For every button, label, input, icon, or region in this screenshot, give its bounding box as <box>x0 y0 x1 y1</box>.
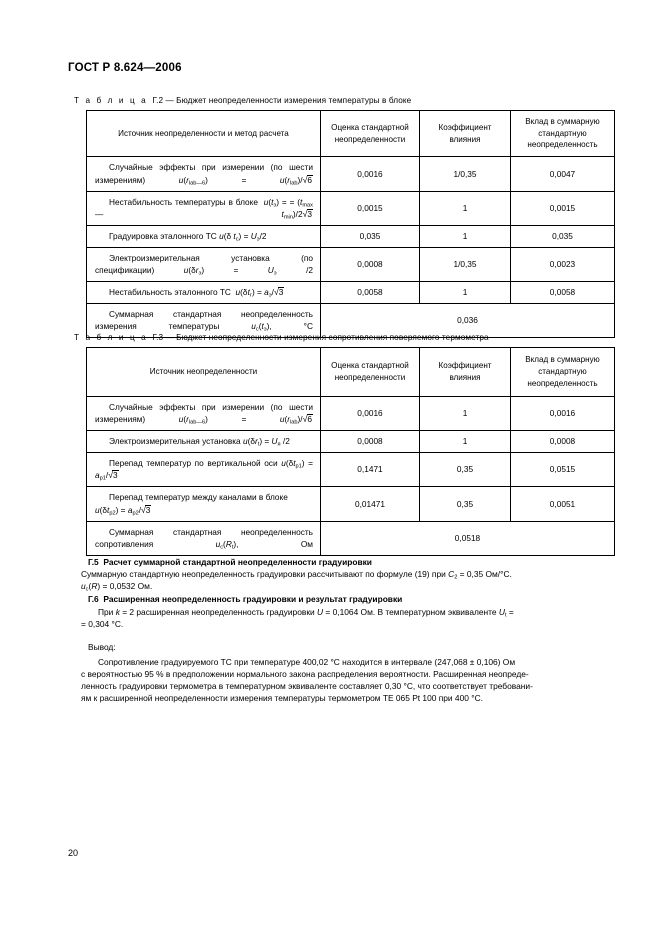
standard-header: ГОСТ Р 8.624—2006 <box>68 62 182 74</box>
table-g3-row2-estimate: 0,0008 <box>320 430 420 453</box>
table-g3-row2-coefficient: 1 <box>419 430 511 453</box>
table-g2-row1-contribution: 0,0047 <box>510 156 615 192</box>
table-g3-row3-contribution: 0,0515 <box>510 451 615 488</box>
table-row: Электроизмерительная установка (по специ… <box>86 246 615 282</box>
conclusion-line1-text: Сопротивление градуируемого ТС при темпе… <box>98 657 516 667</box>
table-g2-row3-source: Градуировка эталонного ТС u(δ tс) = Uэ/2 <box>86 225 321 248</box>
table-g3-row3-coefficient: 0,35 <box>419 451 511 488</box>
table-g3-row1-estimate: 0,0016 <box>320 395 420 432</box>
table-row: Случайные эффекты при измерении (по шест… <box>86 156 615 192</box>
table-row: Электроизмерительная установка u(δrt) = … <box>86 430 615 453</box>
table-g3-header-contribution: Вклад в суммарную стандартную неопределе… <box>510 347 615 397</box>
section-g5-heading: Г.5 Расчет суммарной стандартной неопред… <box>88 556 618 569</box>
table-g2-row2-source: Нестабильность температуры в блоке u(tэ)… <box>86 190 321 227</box>
table-g3-row1-source: Случайные эффекты при измерении (по шест… <box>86 395 321 432</box>
table-g2: Источник неопределенности и метод расчет… <box>86 109 615 338</box>
table-g3-header-coefficient: Коэффициент влияния <box>419 347 511 397</box>
table-g2-row5-coefficient: 1 <box>419 280 511 304</box>
table-g2-total-value: 0,036 <box>320 302 615 338</box>
table-g2-row4-estimate: 0,0008 <box>320 246 420 282</box>
table-g2-row3-contribution: 0,035 <box>510 225 615 248</box>
table-row: Перепад температур между каналами в блок… <box>86 486 615 522</box>
section-g6-number: Г.6 <box>88 594 99 604</box>
table-g2-caption-number: Г.2 <box>152 96 164 105</box>
table-g3-caption: Т а б л и ц а Г.3 — Бюджет неопределенно… <box>74 333 489 342</box>
conclusion-line3: ленность градуировки термометра в темпер… <box>81 681 533 691</box>
table-total-row: Суммарная стандартная неопределенность с… <box>86 520 615 556</box>
table-row: Перепад температур по вертикальной оси u… <box>86 451 615 488</box>
conclusion-label: Вывод: <box>88 642 116 652</box>
table-g2-row2-coefficient: 1 <box>419 190 511 227</box>
section-g5-body-line1: Суммарную стандартную неопределенность г… <box>81 569 512 581</box>
table-g3-row4-source: Перепад температур между каналами в блок… <box>86 486 321 522</box>
section-g6-heading: Г.6 Расширенная неопределенность градуир… <box>88 593 618 606</box>
table-g2-header-contribution: Вклад в суммарную стандартную неопределе… <box>510 109 615 158</box>
table-g3-row1-coefficient: 1 <box>419 395 511 432</box>
table-g3-row2-source: Электроизмерительная установка u(δrt) = … <box>86 430 321 453</box>
section-g5-body-line2: uc(R) = 0,0532 Ом. <box>81 581 153 593</box>
table-g2-header-coefficient: Коэффициент влияния <box>419 109 511 158</box>
table-g2-caption: Т а б л и ц а Г.2 — Бюджет неопределенно… <box>74 96 411 105</box>
table-row: Нестабильность температуры в блоке u(tэ)… <box>86 190 615 227</box>
table-row: Нестабильность эталонного ТС u(δtг) = aэ… <box>86 280 615 304</box>
table-g2-caption-text: — Бюджет неопределенности измерения темп… <box>165 96 412 105</box>
table-g3: Источник неопределенности Оценка стандар… <box>86 347 615 556</box>
table-g3-header-source: Источник неопределенности <box>86 347 321 397</box>
section-g6-body-line1: При k = 2 расширенная неопределенность г… <box>98 607 514 619</box>
table-g2-row1-estimate: 0,0016 <box>320 156 420 192</box>
table-g2-header-source: Источник неопределенности и метод расчет… <box>86 109 321 158</box>
table-g2-row3-estimate: 0,035 <box>320 225 420 248</box>
table-g2-row5-estimate: 0,0058 <box>320 280 420 304</box>
section-g5-number: Г.5 <box>88 557 99 567</box>
table-g3-row4-estimate: 0,01471 <box>320 486 420 522</box>
table-g2-caption-label: Т а б л и ц а <box>74 96 148 105</box>
table-g2-row5-source: Нестабильность эталонного ТС u(δtг) = aэ… <box>86 280 321 304</box>
table-g3-total-source: Суммарная стандартная неопределенность с… <box>86 520 321 556</box>
section-g5-title: Расчет суммарной стандартной неопределен… <box>103 557 372 567</box>
table-row: Градуировка эталонного ТС u(δ tс) = Uэ/2… <box>86 225 615 248</box>
table-row: Случайные эффекты при измерении (по шест… <box>86 395 615 432</box>
table-g2-row2-estimate: 0,0015 <box>320 190 420 227</box>
conclusion-line2: с вероятностью 95 % в предположении норм… <box>81 669 529 679</box>
table-g3-header-row: Источник неопределенности Оценка стандар… <box>86 347 615 397</box>
table-g2-row1-source: Случайные эффекты при измерении (по шест… <box>86 156 321 192</box>
table-g3-row3-estimate: 0,1471 <box>320 451 420 488</box>
table-g2-row4-coefficient: 1/0,35 <box>419 246 511 282</box>
table-g2-total-source: Суммарная стандартная неопределенность и… <box>86 302 321 338</box>
table-g3-row2-contribution: 0,0008 <box>510 430 615 453</box>
table-g3-caption-text: — Бюджет неопределенности измерения сопр… <box>165 333 489 342</box>
section-g6-body-line2: = 0,304 °C. <box>81 619 124 629</box>
conclusion-line4: ям к расширенной неопределенности измере… <box>81 693 483 703</box>
table-g3-caption-number: Г.3 <box>152 333 164 342</box>
table-g3-row3-source: Перепад температур по вертикальной оси u… <box>86 451 321 488</box>
table-g2-row2-contribution: 0,0015 <box>510 190 615 227</box>
table-total-row: Суммарная стандартная неопределенность и… <box>86 302 615 338</box>
table-g3-total-value: 0,0518 <box>320 520 615 556</box>
table-g2-row4-source: Электроизмерительная установка (по специ… <box>86 246 321 282</box>
page-number: 20 <box>68 848 79 858</box>
section-g6-title: Расширенная неопределенность градуировки… <box>103 594 403 604</box>
table-g3-caption-label: Т а б л и ц а <box>74 333 148 342</box>
table-g2-header-estimate: Оценка стандартной неопределенности <box>320 109 420 158</box>
table-g2-row5-contribution: 0,0058 <box>510 280 615 304</box>
table-g3-row1-contribution: 0,0016 <box>510 395 615 432</box>
table-g3-row4-coefficient: 0,35 <box>419 486 511 522</box>
table-g2-row3-coefficient: 1 <box>419 225 511 248</box>
table-g2-row1-coefficient: 1/0,35 <box>419 156 511 192</box>
table-g3-header-estimate: Оценка стандартной неопределенности <box>320 347 420 397</box>
conclusion-line1: Сопротивление градуируемого ТС при темпе… <box>81 656 615 669</box>
table-g3-row4-contribution: 0,0051 <box>510 486 615 522</box>
table-g2-header-row: Источник неопределенности и метод расчет… <box>86 109 615 158</box>
table-g2-row4-contribution: 0,0023 <box>510 246 615 282</box>
